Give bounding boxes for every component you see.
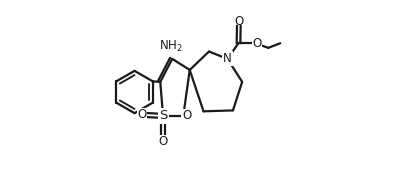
Text: O: O xyxy=(253,37,262,50)
Text: O: O xyxy=(182,109,191,122)
Text: O: O xyxy=(137,109,147,121)
Text: O: O xyxy=(234,15,244,28)
Text: O: O xyxy=(158,135,168,148)
Text: NH$_2$: NH$_2$ xyxy=(160,38,183,54)
Text: S: S xyxy=(159,109,167,122)
Text: N: N xyxy=(223,52,232,65)
